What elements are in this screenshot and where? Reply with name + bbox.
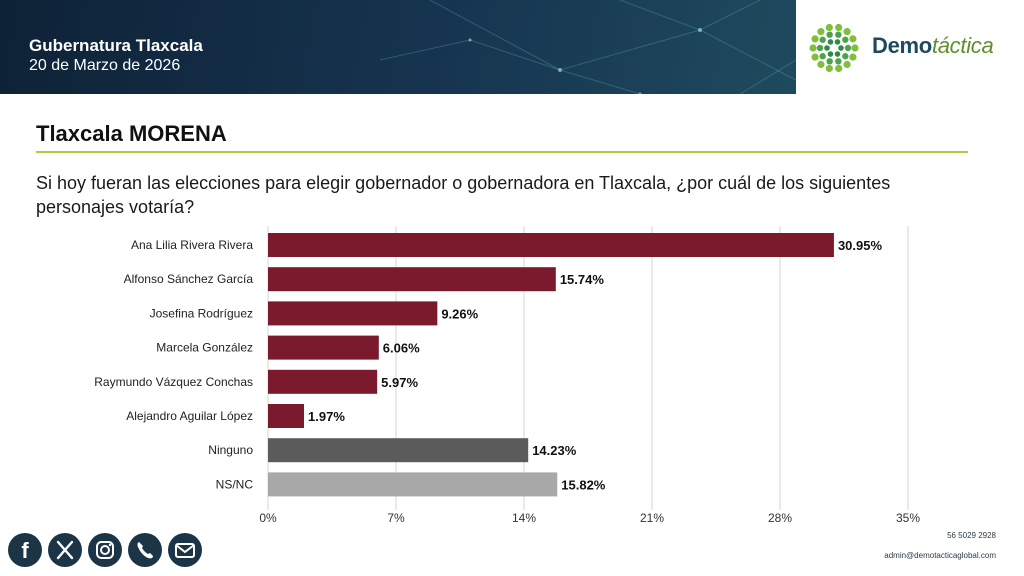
demotactica-logo: Demotáctica [806, 20, 1016, 76]
logo-text: Demotáctica [872, 33, 994, 59]
svg-text:f: f [21, 538, 29, 563]
email-icon[interactable] [168, 533, 202, 567]
bar-chart: Ana Lilia Rivera Rivera 30.95% Alfonso Sán… [94, 226, 920, 525]
logo-text-bold: Demo [872, 33, 932, 58]
x-tick-label: 14% [512, 511, 536, 525]
data-label: 6.06% [383, 341, 420, 356]
data-label: 5.97% [381, 375, 418, 390]
phone-icon[interactable] [128, 533, 162, 567]
bar [268, 233, 834, 257]
category-label: Ninguno [208, 443, 253, 457]
bar [268, 369, 378, 394]
x-tick-label: 28% [768, 511, 792, 525]
data-label: 14.23% [532, 443, 577, 458]
category-label: NS/NC [216, 477, 254, 491]
category-label: Ana Lilia Rivera Rivera [131, 238, 253, 252]
x-icon[interactable] [48, 533, 82, 567]
header-title: Gubernatura Tlaxcala [29, 36, 203, 55]
data-label: 15.74% [560, 272, 605, 287]
data-label: 15.82% [561, 477, 606, 492]
category-label: Alejandro Aguilar López [126, 409, 253, 423]
bar [268, 301, 438, 326]
title-divider [36, 151, 968, 153]
x-tick-label: 21% [640, 511, 664, 525]
header-date: 20 de Marzo de 2026 [29, 57, 181, 74]
x-tick-label: 0% [259, 511, 277, 525]
category-label: Alfonso Sánchez García [124, 272, 254, 286]
bar [268, 335, 379, 360]
bar [268, 267, 556, 292]
header-banner: Gubernatura Tlaxcala 20 de Marzo de 2026 [0, 0, 796, 94]
logo-text-thin: táctica [931, 33, 994, 58]
network-decoration [379, 0, 796, 94]
bar [268, 404, 305, 428]
data-label: 1.97% [308, 409, 345, 424]
category-label: Marcela González [156, 341, 253, 355]
footer-phone: 56 5029 2928 [947, 531, 996, 540]
bar [268, 472, 558, 497]
bar [268, 438, 529, 463]
x-tick-label: 35% [896, 511, 920, 525]
category-label: Raymundo Vázquez Conchas [94, 375, 253, 389]
x-tick-label: 7% [387, 511, 405, 525]
data-label: 9.26% [441, 306, 478, 321]
section-title: Tlaxcala MORENA [36, 121, 227, 146]
survey-question: Si hoy fueran las elecciones para elegir… [36, 173, 891, 217]
facebook-icon[interactable]: f [8, 533, 42, 567]
category-label: Josefina Rodríguez [150, 306, 253, 320]
logo-flower-icon [809, 23, 859, 73]
data-label: 30.95% [838, 238, 883, 253]
instagram-icon[interactable] [88, 533, 122, 567]
footer-email[interactable]: admin@demotacticaglobal.com [884, 551, 996, 560]
